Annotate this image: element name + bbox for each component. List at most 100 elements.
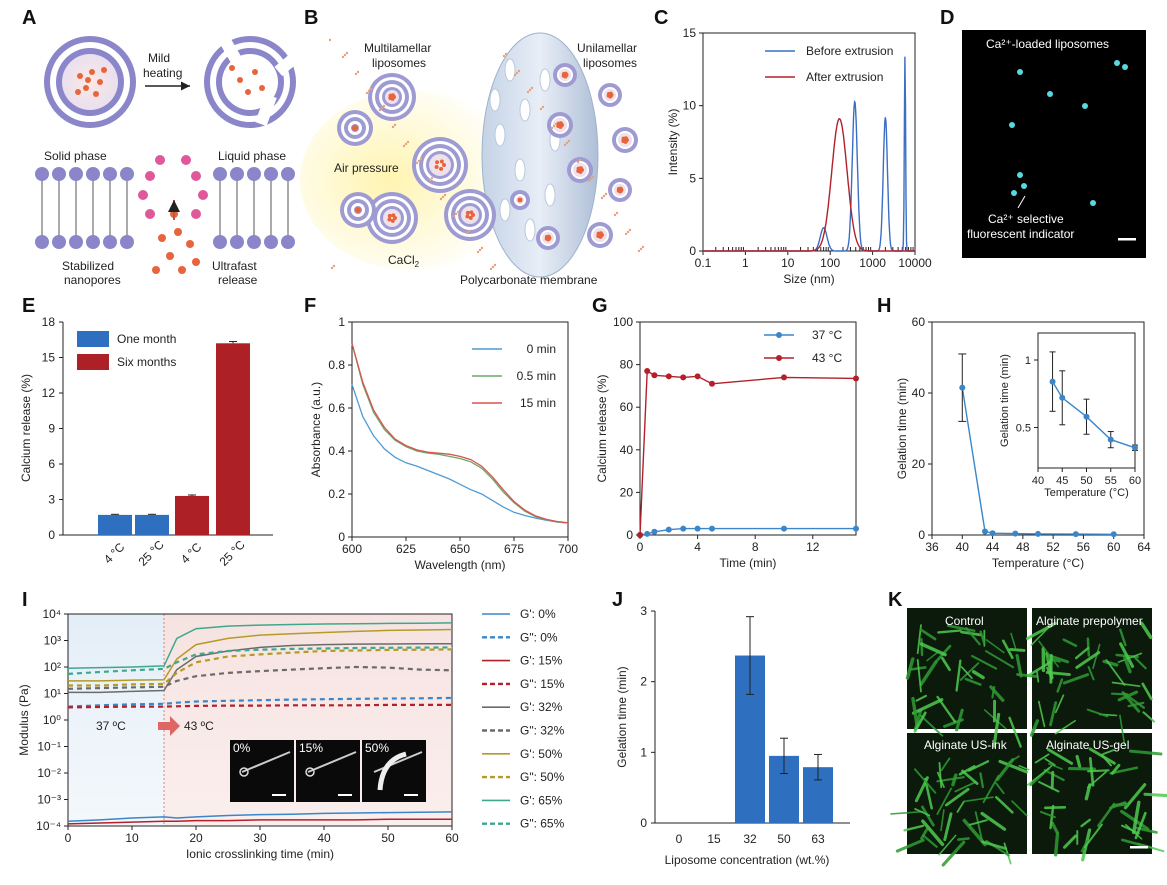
panel-label-a: A <box>22 7 36 29</box>
x-tick-label: 10000 <box>898 256 932 270</box>
cell-fiber <box>1086 708 1109 718</box>
ca-dot <box>406 140 410 144</box>
legend-label: G": 0% <box>520 630 558 644</box>
ca-dot <box>502 54 506 58</box>
cell-fiber <box>989 685 1005 702</box>
plot-frame <box>702 32 916 252</box>
series-line-2 <box>351 343 569 524</box>
x-axis-label: Temperature (°C) <box>1044 487 1128 499</box>
ca-dot <box>330 266 334 270</box>
cell-fiber <box>967 760 990 772</box>
x-tick-label: 0 <box>676 832 683 846</box>
calcium-ion <box>158 234 166 242</box>
panel-i: I 0 10 20 30 40 50 60 10⁴ 10³ 10² 10¹ 10⁰ 10⁻¹ 10⁻² 10… <box>17 589 565 861</box>
cell-fiber <box>963 796 994 803</box>
x-tick-label: 50 <box>1080 475 1092 487</box>
cell-fiber <box>903 824 925 832</box>
lipid-head <box>35 167 49 181</box>
cell-fiber <box>1044 758 1056 766</box>
x-tick-label: 25 °C <box>136 537 167 568</box>
y-tick-label: 10⁻⁴ <box>36 819 61 833</box>
y-axis-label: Modulus (Pa) <box>17 684 31 755</box>
ca-dot <box>513 73 517 77</box>
vesicle-cargo <box>439 166 444 171</box>
cacl2-label: CaCl2 <box>388 253 420 269</box>
k-label-usink: Alginate US-ink <box>924 738 1008 752</box>
y-tick-label: 20 <box>620 485 634 499</box>
panel-label-b: B <box>304 7 318 29</box>
fluorescent-dot <box>1090 200 1096 206</box>
pore-lipid <box>138 190 148 200</box>
vesicle-core <box>383 209 401 227</box>
membrane-pore <box>494 123 506 147</box>
vesicle-cargo <box>546 234 551 239</box>
y-tick-label: 10⁰ <box>43 713 61 727</box>
x-tick-label: 4 <box>694 540 701 554</box>
inset-drop <box>239 767 249 777</box>
x-tick-label: 60 <box>1129 475 1141 487</box>
panel-label-c: C <box>654 7 668 29</box>
vesicle-core <box>429 154 451 176</box>
micrograph-d <box>962 30 1146 258</box>
x-tick-label: 650 <box>450 542 470 556</box>
lipid-head <box>52 167 66 181</box>
cell-fiber <box>921 805 935 827</box>
legend-label: G": 15% <box>520 677 565 691</box>
multilamellar-liposomes-label: liposomes <box>372 56 426 70</box>
cell-fiber <box>943 718 964 728</box>
ca-dot <box>602 194 606 198</box>
data-point <box>1072 531 1079 538</box>
data-point <box>1035 530 1041 537</box>
cell-fiber <box>971 654 998 670</box>
legend-label: G": 50% <box>520 770 565 784</box>
cell-fiber <box>1056 678 1064 693</box>
ultrafast-label: Ultrafast <box>212 259 257 273</box>
vesicle-cargo <box>435 160 440 165</box>
vesicle-cargo <box>434 165 439 170</box>
y-tick-label: 1 <box>640 745 647 759</box>
ca-dot <box>467 229 471 233</box>
cell-fiber <box>920 638 924 657</box>
cell-fiber <box>1030 623 1053 646</box>
bar <box>175 495 209 535</box>
cell-fiber <box>1131 800 1141 835</box>
cell-fiber <box>960 666 973 680</box>
calcium-ion <box>174 228 182 236</box>
panel-j: J 0 1 2 3 Gelation time (min) Liposome concen… <box>612 589 850 867</box>
cell-fiber <box>992 712 1001 748</box>
y-tick-label: 18 <box>42 315 56 329</box>
y-tick-label: 100 <box>613 315 633 329</box>
ca-dot <box>489 267 493 271</box>
cell-fiber <box>913 768 937 794</box>
chart-e: 0 3 6 9 12 15 18 Calcium release (%) 4 °C 25 °C 4 … <box>19 315 273 569</box>
panel-d: D Ca²⁺-loaded liposomes Ca²⁺ selective f… <box>940 7 1146 258</box>
data-point <box>709 380 715 387</box>
x-tick-label: 25 °C <box>217 537 248 568</box>
legend-label: After extrusion <box>806 70 883 84</box>
y-tick-label: 5 <box>689 171 696 185</box>
ca-dot <box>493 263 497 267</box>
cell-fiber <box>1047 748 1074 765</box>
cell-fiber <box>964 677 982 686</box>
membrane-pore <box>519 98 531 122</box>
cell-fiber <box>1133 656 1147 670</box>
y-axis-label: Gelation time (min) <box>615 666 629 767</box>
cell-fiber <box>985 639 1005 654</box>
data-point <box>709 525 715 532</box>
y-tick-label: 10 <box>683 99 697 113</box>
cell-fiber <box>1062 834 1077 849</box>
legend-label: G': 50% <box>520 747 563 761</box>
cell-fiber <box>919 660 938 686</box>
legend-label: G": 32% <box>520 724 565 738</box>
legend-swatch <box>77 331 109 347</box>
x-axis-label: Temperature (°C) <box>992 556 1084 570</box>
ca-dot <box>367 89 371 93</box>
y-tick-label: 10³ <box>44 634 61 648</box>
legend-swatch <box>77 354 109 370</box>
lipid-head <box>120 235 134 249</box>
x-axis-label: Ionic crosslinking time (min) <box>186 847 334 861</box>
cell-fiber <box>1110 763 1121 775</box>
x-tick-label: 63 <box>811 832 825 846</box>
chart-c: 0.1 1 10 100 1000 10000 0 5 10 15 Size (nm) Intensi… <box>666 26 932 286</box>
vesicle-cargo <box>623 136 628 141</box>
